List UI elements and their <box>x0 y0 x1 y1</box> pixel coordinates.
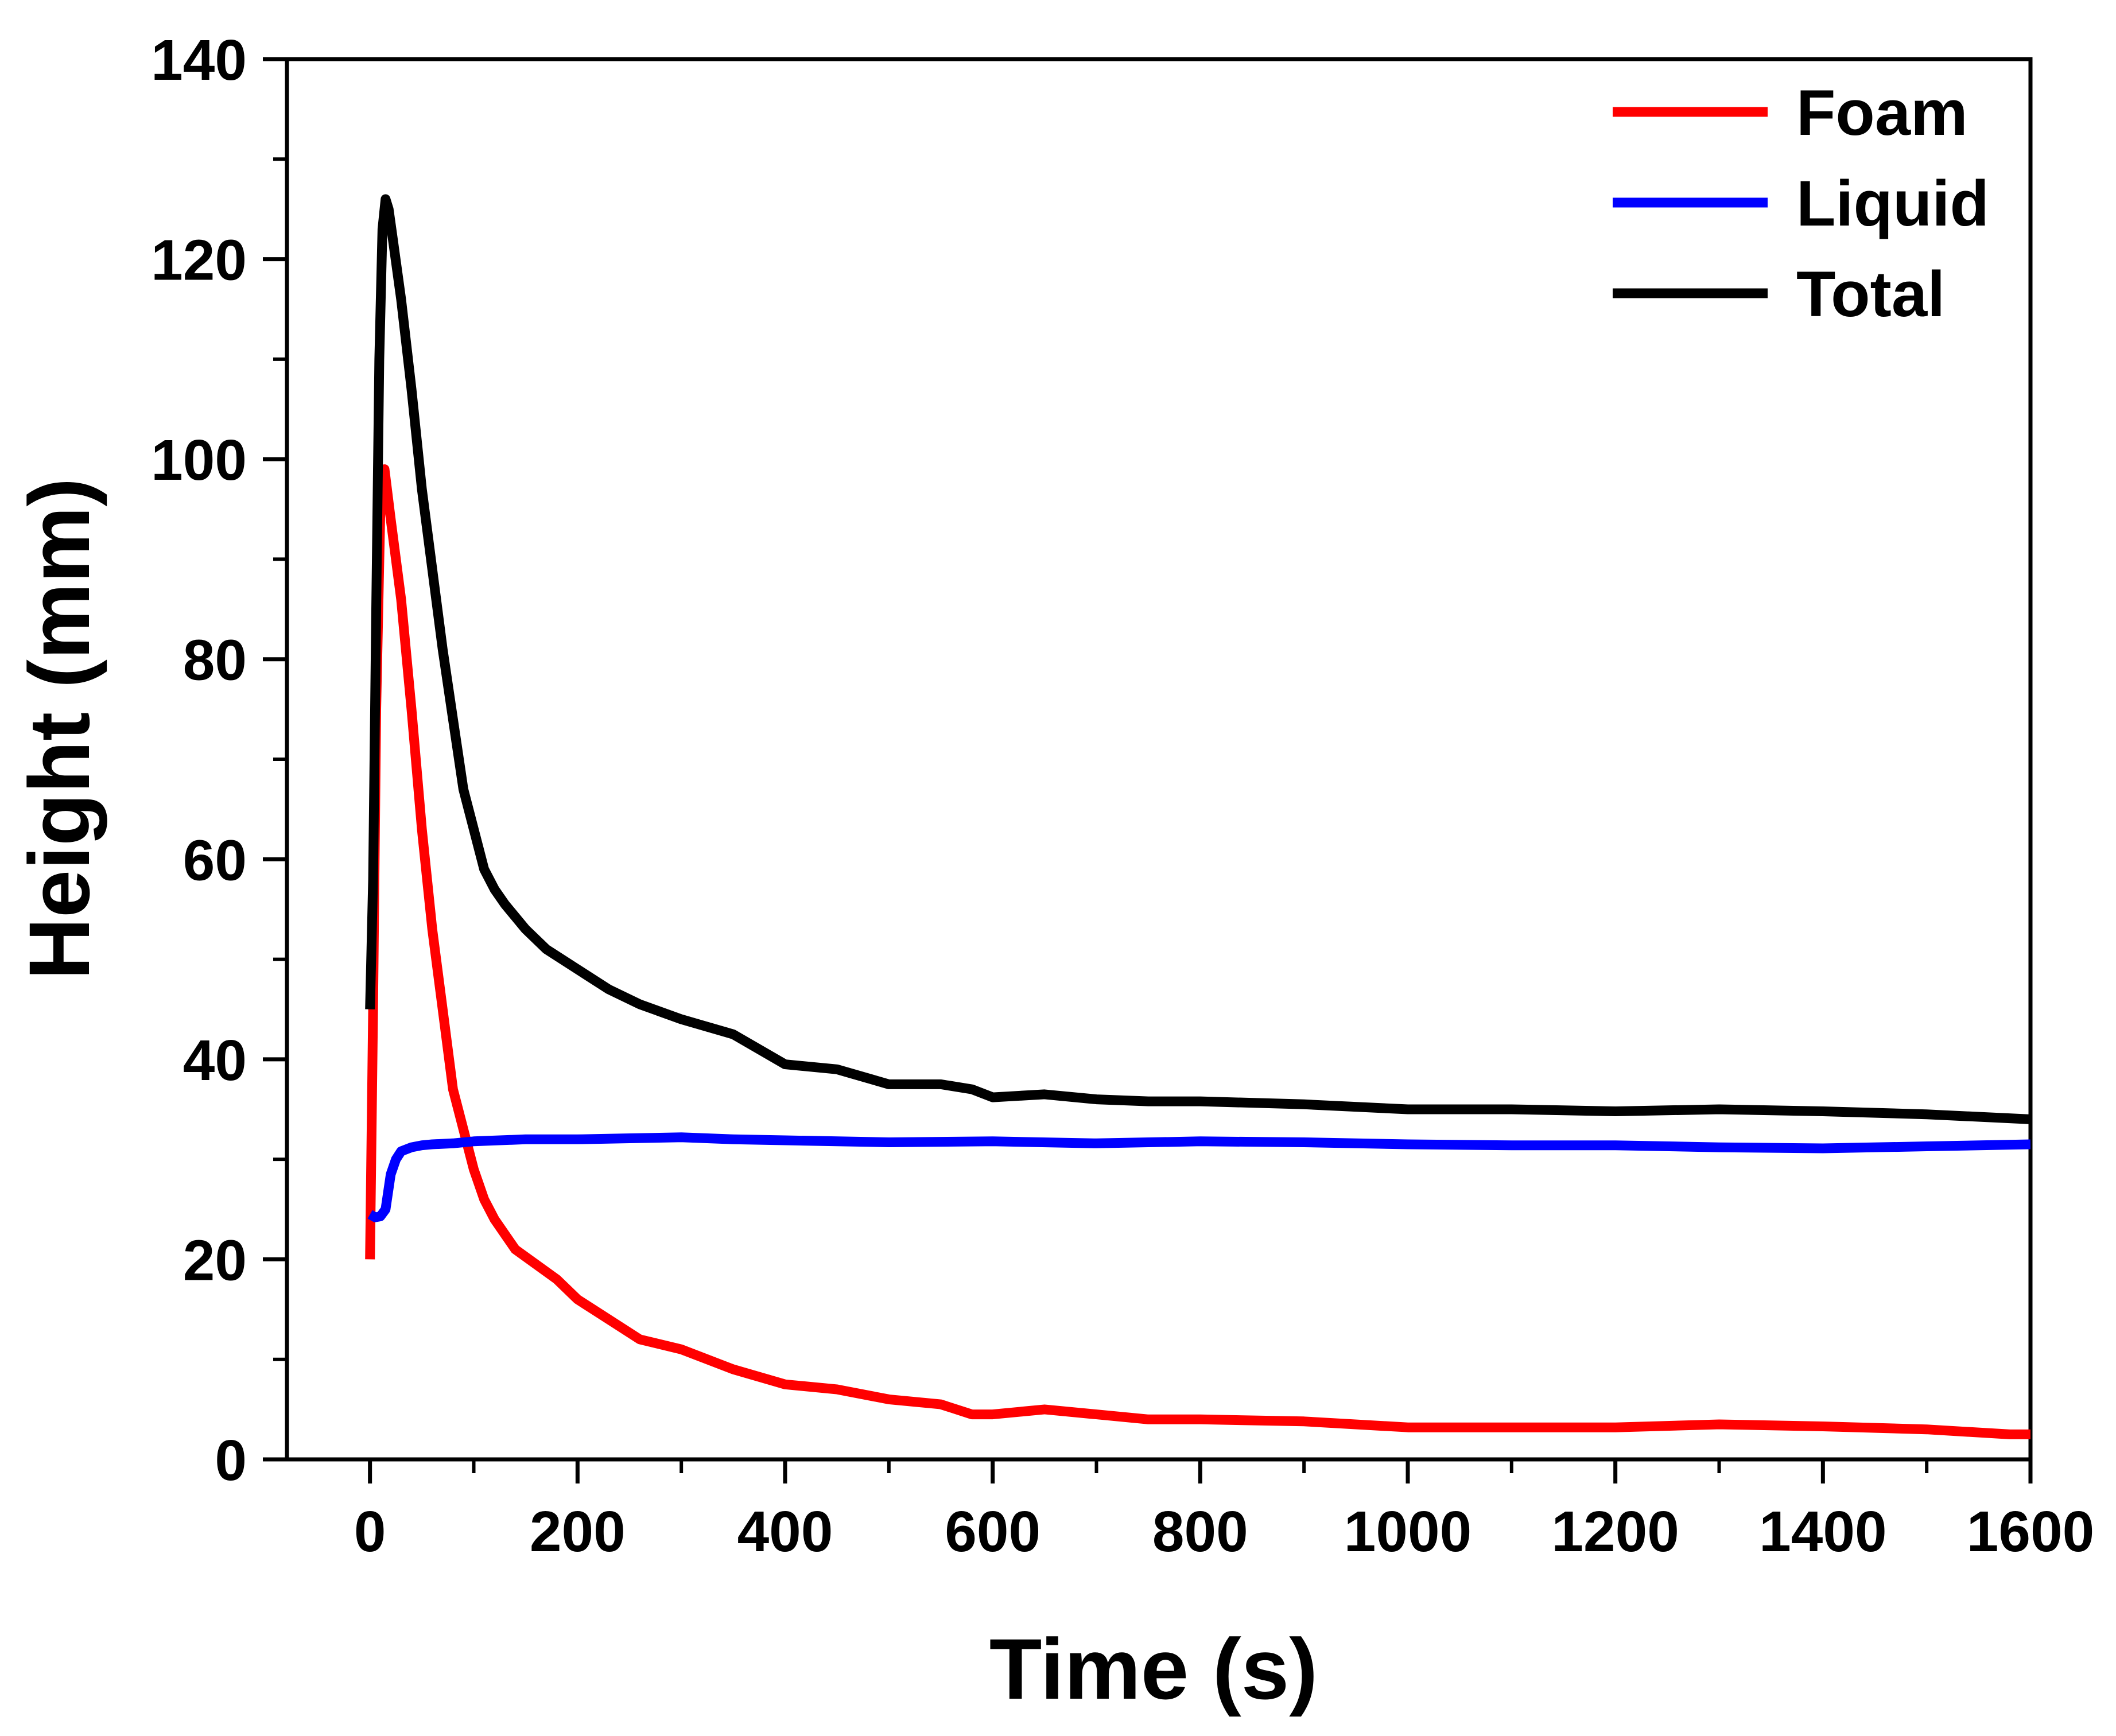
series-lines <box>365 194 2030 1439</box>
y-tick-label: 120 <box>151 228 247 293</box>
series-line-total <box>365 194 2030 1124</box>
x-tick-label: 1400 <box>1759 1500 1886 1564</box>
legend-label-liquid: Liquid <box>1796 168 1989 239</box>
y-tick-label: 140 <box>151 28 247 92</box>
x-tick-label: 1600 <box>1967 1500 2094 1564</box>
y-tick-label: 60 <box>183 828 247 892</box>
x-tick-label: 1200 <box>1551 1500 1679 1564</box>
y-tick-label: 0 <box>215 1428 247 1493</box>
x-tick-label: 400 <box>737 1500 833 1564</box>
y-tick-label: 100 <box>151 428 247 492</box>
legend: Foam Liquid Total <box>1613 77 1989 330</box>
x-axis-title: Time (s) <box>989 1621 1318 1717</box>
y-tick-label: 20 <box>183 1228 247 1292</box>
tick-labels: 0 200 400 600 800 1000 1200 1400 1600 0 20 40 60 80 10… <box>151 28 2094 1564</box>
legend-label-foam: Foam <box>1796 77 1968 149</box>
x-tick-label: 1000 <box>1344 1500 1472 1564</box>
y-tick-label: 40 <box>183 1028 247 1093</box>
y-axis-title: Height (mm) <box>11 478 107 980</box>
axes <box>263 57 2033 1483</box>
legend-label-total: Total <box>1796 258 1945 330</box>
series-line-liquid <box>367 1132 2030 1222</box>
x-tick-label: 800 <box>1152 1500 1248 1564</box>
x-tick-label: 600 <box>945 1500 1040 1564</box>
plot-frame <box>285 57 2033 1462</box>
x-tick-label: 0 <box>354 1500 386 1564</box>
x-tick-label: 200 <box>530 1500 626 1564</box>
y-tick-label: 80 <box>183 628 247 693</box>
series-line-foam <box>365 464 2030 1439</box>
